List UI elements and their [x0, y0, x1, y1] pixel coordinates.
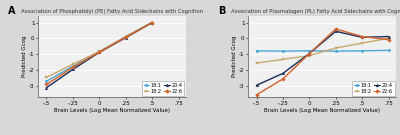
- 18:2: [386, 37, 391, 39]
- 20:4: [333, 31, 338, 32]
- 20:4: [307, 53, 312, 54]
- 22:6: [254, 94, 259, 96]
- 18:2: [333, 47, 338, 49]
- 22:6: [360, 36, 364, 37]
- 22:6: [70, 67, 75, 68]
- Y-axis label: Predicted Gcog: Predicted Gcog: [22, 36, 27, 77]
- 18:1: [333, 50, 338, 52]
- 18:2: [254, 62, 259, 64]
- 18:2: [123, 36, 128, 37]
- Line: 18:2: 18:2: [255, 37, 390, 64]
- 20:4: [386, 36, 391, 37]
- 18:2: [307, 55, 312, 56]
- Text: A: A: [8, 6, 16, 16]
- 18:1: [386, 50, 391, 51]
- 20:4: [97, 52, 102, 53]
- 18:1: [280, 50, 285, 52]
- 20:4: [123, 37, 128, 38]
- 18:2: [280, 59, 285, 60]
- 18:1: [360, 50, 364, 52]
- 22:6: [307, 53, 312, 54]
- 18:2: [150, 22, 154, 23]
- 20:4: [360, 36, 364, 38]
- Line: 18:2: 18:2: [45, 21, 153, 79]
- Legend: 18:1, 18:2, 20:4, 22:6: 18:1, 18:2, 20:4, 22:6: [142, 81, 184, 96]
- 22:6: [97, 51, 102, 53]
- 22:6: [386, 39, 391, 40]
- 18:1: [150, 22, 154, 23]
- 18:2: [70, 63, 75, 65]
- 18:2: [97, 51, 102, 52]
- 18:1: [254, 50, 259, 52]
- Line: 18:1: 18:1: [45, 21, 153, 83]
- Title: Association of Plasmalogen (PL) Fatty Acid Sidechains with Cognition: Association of Plasmalogen (PL) Fatty Ac…: [231, 9, 400, 14]
- 20:4: [44, 87, 49, 88]
- Y-axis label: Predicted Gcog: Predicted Gcog: [232, 36, 237, 77]
- 18:1: [70, 65, 75, 67]
- Line: 22:6: 22:6: [255, 28, 390, 96]
- 18:2: [360, 42, 364, 44]
- Line: 20:4: 20:4: [45, 21, 153, 89]
- Line: 18:1: 18:1: [255, 49, 390, 52]
- 22:6: [280, 78, 285, 80]
- 22:6: [44, 84, 49, 85]
- Legend: 18:1, 18:2, 20:4, 22:6: 18:1, 18:2, 20:4, 22:6: [352, 81, 394, 96]
- X-axis label: Brain Levels (Log Mean Normalized Value): Brain Levels (Log Mean Normalized Value): [264, 108, 380, 113]
- 22:6: [333, 28, 338, 30]
- 22:6: [150, 22, 154, 23]
- Line: 22:6: 22:6: [45, 21, 153, 86]
- 18:1: [97, 51, 102, 53]
- 18:1: [123, 36, 128, 37]
- 20:4: [254, 85, 259, 86]
- 20:4: [150, 22, 154, 23]
- 18:1: [307, 50, 312, 52]
- Title: Association of Phosphatidyl (PE) Fatty Acid Sidechains with Cognition: Association of Phosphatidyl (PE) Fatty A…: [21, 9, 203, 14]
- 22:6: [123, 36, 128, 38]
- 20:4: [70, 69, 75, 70]
- Text: B: B: [218, 6, 226, 16]
- 18:1: [44, 80, 49, 82]
- Line: 20:4: 20:4: [255, 30, 390, 87]
- 18:2: [44, 77, 49, 78]
- 20:4: [280, 73, 285, 74]
- X-axis label: Brain Levels (Log Mean Normalized Value): Brain Levels (Log Mean Normalized Value): [54, 108, 170, 113]
